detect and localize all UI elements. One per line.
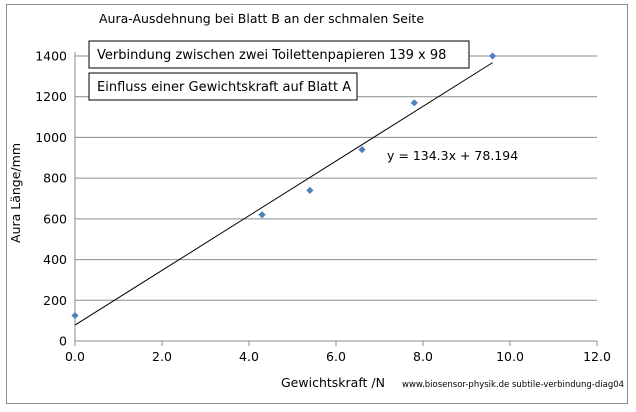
y-tick-label: 800 [43,171,67,186]
data-points [71,52,497,320]
y-tick-label: 200 [43,293,67,308]
x-tick-label: 2.0 [152,349,172,364]
y-tick-label: 1200 [35,89,67,104]
x-tick-label: 6.0 [326,349,346,364]
data-point [410,99,418,107]
x-tick-label: 8.0 [413,349,433,364]
annotation-box-2 [88,72,358,101]
chart-frame: 0 200 400 600 800 1000 1200 1400 0.0 2.0 4.0 6.0 8.… [6,4,628,404]
data-point [71,311,79,320]
source-credit: www.biosensor-physik.de subtile-verbindu… [402,380,624,390]
annotation-box-1 [88,40,470,69]
axes [74,52,598,346]
x-tick-label: 4.0 [239,349,259,364]
x-tick-labels: 0.0 2.0 4.0 6.0 8.0 10.0 12.0 [65,349,611,364]
annotation-1: Verbindung zwischen zwei Toilettenpapier… [97,48,446,63]
y-tick-label: 0 [59,334,67,349]
x-tick-label: 10.0 [496,349,524,364]
x-axis-label: Gewichtskraft /N [281,375,385,390]
y-tick-label: 400 [43,252,67,267]
x-tick-label: 0.0 [65,349,85,364]
annotation-2: Einfluss einer Gewichtskraft auf Blatt A [97,80,351,95]
x-tick-label: 12.0 [583,349,611,364]
y-tick-label: 1400 [35,49,67,64]
trendline-equation: y = 134.3x + 78.194 [387,148,518,163]
trendline-group [74,62,493,326]
y-tick-label: 600 [43,211,67,226]
data-point [306,186,314,194]
data-point [258,211,266,219]
data-point [489,52,497,60]
y-axis-label: Aura Länge/mm [8,143,23,243]
trendline [74,62,493,326]
y-tick-labels: 0 200 400 600 800 1000 1200 1400 [35,49,67,349]
y-tick-label: 1000 [35,130,67,145]
data-point [358,146,366,154]
scatter-chart: 0 200 400 600 800 1000 1200 1400 0.0 2.0 4.0 6.0 8.… [8,11,624,390]
chart-title: Aura-Ausdehnung bei Blatt B an der schma… [99,11,424,26]
